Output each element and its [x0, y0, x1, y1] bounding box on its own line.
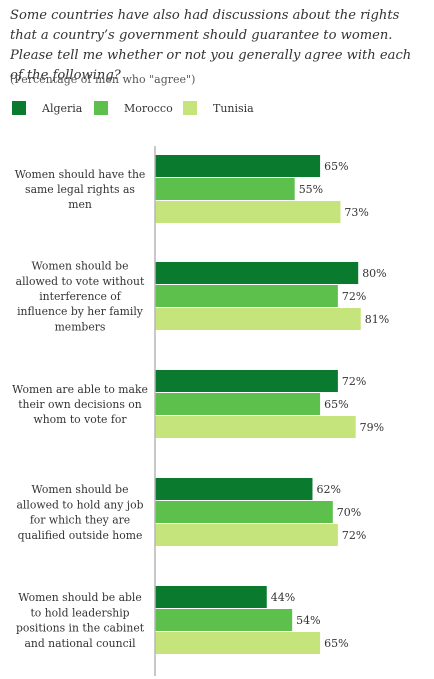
- bar-morocco-4: [155, 501, 333, 523]
- bar-tunisia-4: [155, 524, 338, 546]
- chart-title: Some countries have also had discussions…: [10, 8, 412, 83]
- value-label-tunisia-4: 72%: [342, 529, 366, 542]
- bar-tunisia-5: [155, 632, 321, 654]
- bar-morocco-1: [155, 178, 295, 200]
- value-label-algeria-1: 65%: [324, 160, 348, 173]
- value-label-morocco-5: 54%: [296, 614, 320, 627]
- value-label-tunisia-3: 79%: [360, 421, 384, 434]
- bar-algeria-4: [155, 478, 313, 500]
- category-label-2-line-2: allowed to vote without: [16, 275, 145, 288]
- value-label-morocco-3: 65%: [324, 398, 348, 411]
- bar-morocco-3: [155, 393, 321, 415]
- value-label-morocco-1: 55%: [299, 183, 323, 196]
- legend-label-morocco: Morocco: [124, 101, 173, 115]
- value-label-algeria-3: 72%: [342, 375, 366, 388]
- value-label-morocco-2: 72%: [342, 290, 366, 303]
- category-label-4-line-2: allowed to hold any job: [16, 498, 143, 511]
- legend-item-tunisia: Tunisia: [183, 101, 254, 115]
- category-label-5-line-1: Women should be able: [18, 591, 142, 604]
- value-label-algeria-4: 62%: [316, 483, 340, 496]
- category-label-3-line-2: their own decisions on: [18, 398, 142, 411]
- legend-swatch-morocco: [94, 101, 108, 115]
- chart-subtitle: (Percentage of men who "agree"): [10, 73, 196, 86]
- bar-tunisia-1: [155, 201, 341, 223]
- value-label-algeria-5: 44%: [271, 591, 295, 604]
- category-label-5-line-3: positions in the cabinet: [16, 622, 145, 635]
- legend-item-algeria: Algeria: [12, 101, 82, 115]
- bar-morocco-2: [155, 285, 338, 307]
- legend-label-tunisia: Tunisia: [213, 101, 254, 115]
- category-label-3-line-3: whom to vote for: [33, 413, 127, 426]
- category-label-1-line-1: Women should have the: [15, 168, 146, 181]
- category-label-1-line-2: same legal rights as: [25, 183, 135, 196]
- bar-algeria-5: [155, 586, 267, 608]
- bar-algeria-2: [155, 262, 359, 284]
- category-label-1-line-3: men: [68, 198, 92, 211]
- category-label-4-line-1: Women should be: [32, 483, 129, 496]
- value-label-tunisia-1: 73%: [344, 206, 368, 219]
- category-label-3-line-1: Women are able to make: [12, 383, 148, 396]
- category-label-2-line-1: Women should be: [32, 260, 129, 273]
- legend-swatch-tunisia: [183, 101, 197, 115]
- category-label-2-line-3: interference of: [39, 290, 122, 303]
- bar-tunisia-2: [155, 308, 361, 330]
- category-label-4-line-4: qualified outside home: [18, 529, 143, 542]
- value-label-morocco-4: 70%: [337, 506, 361, 519]
- category-label-5-line-2: to hold leadership: [30, 606, 129, 619]
- category-label-2-line-5: members: [55, 320, 106, 333]
- bar-morocco-5: [155, 609, 293, 631]
- legend-label-algeria: Algeria: [42, 101, 83, 115]
- bar-algeria-3: [155, 370, 338, 392]
- bar-tunisia-3: [155, 416, 356, 438]
- category-label-4-line-3: for which they are: [30, 514, 130, 527]
- bar-algeria-1: [155, 155, 321, 177]
- value-label-tunisia-2: 81%: [365, 313, 389, 326]
- category-label-2-line-4: influence by her family: [17, 305, 144, 318]
- category-label-5-line-4: and national council: [24, 637, 136, 650]
- legend-swatch-algeria: [12, 101, 26, 115]
- legend-item-morocco: Morocco: [94, 101, 173, 115]
- value-label-algeria-2: 80%: [362, 267, 386, 280]
- value-label-tunisia-5: 65%: [324, 637, 348, 650]
